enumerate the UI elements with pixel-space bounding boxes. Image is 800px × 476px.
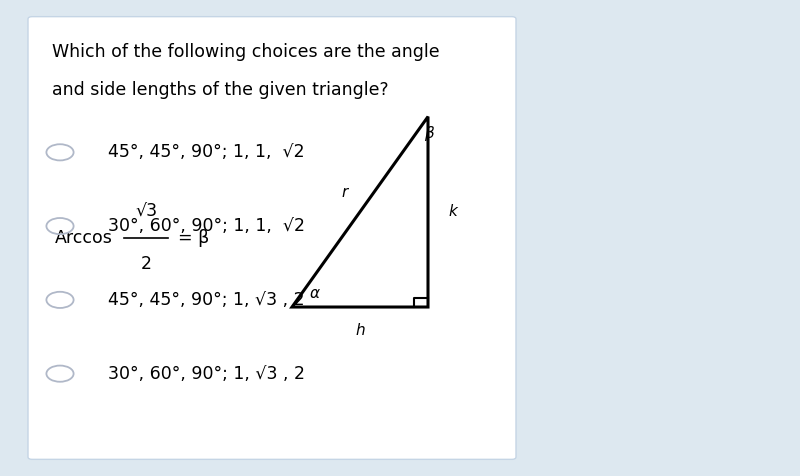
Text: 2: 2 xyxy=(141,255,152,273)
Text: 30°, 60°, 90°; 1, 1,  √2: 30°, 60°, 90°; 1, 1, √2 xyxy=(108,217,305,235)
Text: = β: = β xyxy=(178,229,210,247)
FancyBboxPatch shape xyxy=(28,17,516,459)
Text: and side lengths of the given triangle?: and side lengths of the given triangle? xyxy=(52,81,389,99)
Text: r: r xyxy=(342,185,348,200)
Text: 45°, 45°, 90°; 1, √3 , 2: 45°, 45°, 90°; 1, √3 , 2 xyxy=(108,291,305,309)
Text: 45°, 45°, 90°; 1, 1,  √2: 45°, 45°, 90°; 1, 1, √2 xyxy=(108,143,305,161)
Text: β: β xyxy=(424,126,434,141)
Text: Which of the following choices are the angle: Which of the following choices are the a… xyxy=(52,43,440,61)
Text: k: k xyxy=(448,204,457,219)
Text: α: α xyxy=(310,286,320,301)
Text: h: h xyxy=(355,323,365,338)
Text: 30°, 60°, 90°; 1, √3 , 2: 30°, 60°, 90°; 1, √3 , 2 xyxy=(108,365,305,383)
Text: √3: √3 xyxy=(135,203,158,221)
Text: Arccos: Arccos xyxy=(54,229,112,247)
